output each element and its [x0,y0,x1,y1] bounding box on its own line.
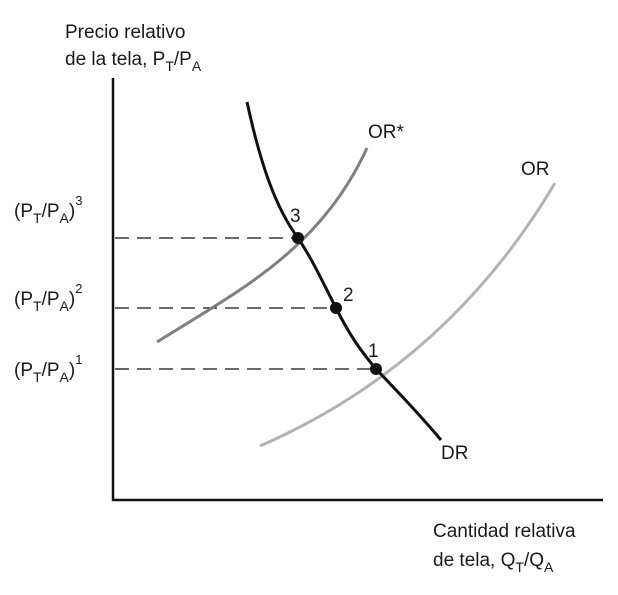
point-label-1: 1 [368,341,379,362]
curve-dr [245,101,443,441]
axes [111,78,603,502]
curve-or-star [156,147,369,344]
curve-label-or: OR [521,159,550,180]
equilibrium-point-3 [292,232,304,244]
curve-or [259,182,557,448]
price-level-label-3: (PT/PA)3 [14,193,82,226]
point-label-2: 2 [343,285,354,306]
price-level-label-1: (PT/PA)1 [14,352,82,385]
curve-label-dr: DR [441,443,468,464]
x-axis-label-line1: Cantidad relativa [433,521,576,542]
y-axis-label-line2: de la tela, PT/PA [65,49,202,74]
equilibrium-point-2 [330,302,342,314]
y-axis-label-line1: Precio relativo [65,22,185,43]
price-level-label-2: (PT/PA)2 [14,281,82,314]
point-label-3: 3 [290,206,301,227]
curve-label-or-star: OR* [368,122,405,143]
x-axis-label-line2: de tela, QT/QA [433,550,554,575]
equilibrium-point-1 [370,363,382,375]
